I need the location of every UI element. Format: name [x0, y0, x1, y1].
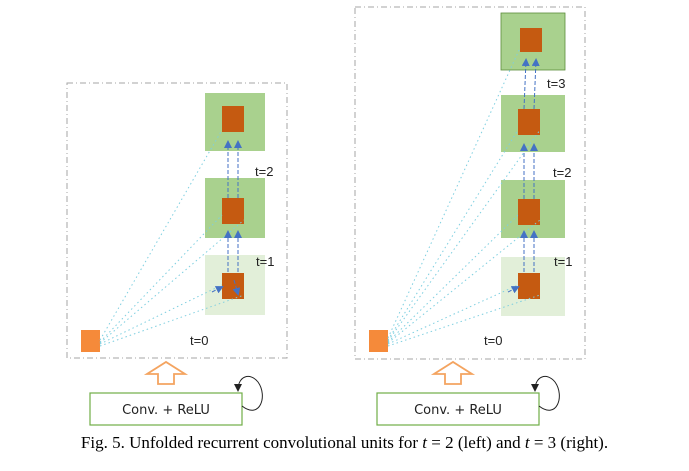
caption-prefix: Fig. 5. Unfolded recurrent convolutional… [80, 433, 423, 452]
left-dotted-links [99, 129, 245, 347]
caption-var-1: t [422, 433, 427, 452]
right-recurrent-arrows [507, 58, 540, 294]
left-conv-block [89, 392, 243, 426]
right-step3-unit [518, 109, 540, 135]
left-step2-unit [222, 198, 244, 224]
left-label-t0: t=0 [190, 333, 208, 348]
right-conv-block [376, 392, 540, 426]
caption-middle: = 2 (left) and [426, 433, 525, 452]
figure-caption: Fig. 5. Unfolded recurrent convolutional… [0, 433, 689, 453]
right-dotted-links [387, 47, 541, 347]
left-step3-unit [222, 106, 244, 132]
left-frame [66, 82, 288, 359]
right-label-t1: t=1 [554, 254, 572, 269]
right-self-loop [531, 375, 560, 411]
left-input-unit [81, 330, 100, 352]
left-up-arrow [143, 360, 189, 385]
right-step1-unit [518, 273, 540, 299]
right-label-t0: t=0 [484, 333, 502, 348]
right-unfolded-unit: t=0 t=1 t=2 t=3 Conv. + ReLU [354, 6, 586, 426]
left-label-t2: t=2 [255, 164, 273, 179]
diagram-canvas: t=0 t=1 t=2 Conv. + ReLU [66, 6, 586, 426]
left-conv-block-label: Conv. + ReLU [122, 403, 210, 418]
caption-var-2: t [524, 433, 530, 452]
right-label-t2: t=2 [553, 165, 571, 180]
left-label-t1: t=1 [256, 254, 274, 269]
right-label-t3: t=3 [547, 76, 565, 91]
right-step2-unit [518, 199, 540, 225]
right-conv-block-label: Conv. + ReLU [414, 403, 502, 418]
right-frame [354, 6, 586, 360]
left-recurrent-arrows [211, 140, 242, 296]
left-self-loop [234, 375, 263, 411]
left-unfolded-unit: t=0 t=1 t=2 Conv. + ReLU [66, 82, 288, 426]
right-step4-unit [520, 28, 542, 52]
caption-suffix: = 3 (right). [529, 433, 609, 452]
left-step1-unit [222, 273, 244, 299]
right-input-unit [369, 330, 388, 352]
right-up-arrow [430, 360, 476, 385]
